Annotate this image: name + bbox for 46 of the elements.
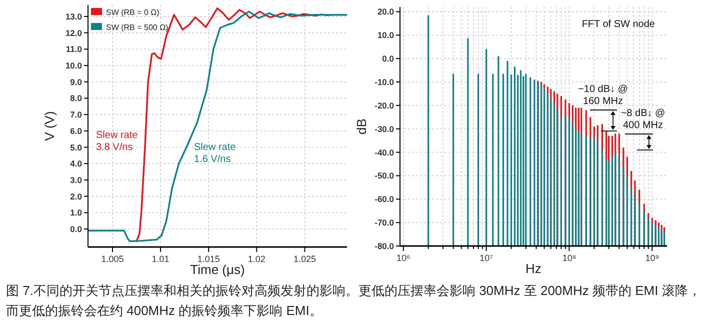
y-tick-label: 13.0 — [65, 11, 82, 22]
x-tick-label: 10⁶ — [396, 253, 411, 263]
x-axis-title: Hz — [526, 261, 542, 276]
y-tick-label: 6.0 — [70, 126, 82, 136]
x-axis-title: Time (μs) — [190, 262, 245, 277]
y-tick-label: 12.0 — [65, 28, 82, 38]
y-tick-label: -60.0 — [374, 194, 394, 204]
y-tick-label: 11.0 — [66, 44, 82, 54]
text: FFT of SW node — [582, 19, 656, 30]
x-tick-label: 10⁷ — [480, 253, 493, 263]
y-tick-label: 0.0 — [382, 54, 394, 64]
legend-label: SW (RB = 500 Ω) — [106, 23, 169, 32]
y-tick-label: 9.0 — [70, 76, 82, 87]
y-tick-label: -30.0 — [374, 124, 394, 134]
y-tick-label: -40.0 — [374, 147, 394, 158]
y-tick-label: 1.0 — [70, 208, 82, 218]
annotation: ~8 dB↓ @ 400 MHz — [620, 108, 666, 131]
y-tick-label: 20.0 — [377, 6, 394, 17]
y-tick-label: -50.0 — [374, 170, 394, 181]
y-tick-label: -10.0 — [374, 76, 394, 87]
x-tick-label: 10⁹ — [645, 253, 660, 263]
y-tick-label: 0.0 — [70, 224, 82, 234]
x-tick-label: 10⁸ — [562, 253, 576, 263]
y-axis-title: dB — [354, 118, 369, 134]
y-tick-label: -80.0 — [374, 241, 394, 251]
x-tick-label: 1.025 — [293, 254, 316, 264]
x-tick-label: 1.02 — [248, 254, 266, 264]
y-tick-label: 2.0 — [70, 191, 82, 202]
y-tick-label: 8.0 — [70, 93, 82, 104]
y-tick-label: 5.0 — [70, 142, 82, 152]
y-axis-title: V (V) — [42, 111, 57, 141]
annotation: Slew rate 1.6 V/ns — [194, 142, 236, 165]
y-tick-label: 10.0 — [65, 60, 82, 70]
caption: 图 7.不同的开关节点压摆率和相关的振铃对高频发射的影响。更低的压摆率会影响 30MHz 至 200MHz 频带的 EMI 滚降，而更低的振铃会在约 400MHz 的振铃频率下影响 EMI。 — [6, 282, 702, 320]
annotation: ~10 dB↓ @ 160 MHz — [578, 84, 628, 107]
x-tick-label: 1.015 — [197, 254, 220, 264]
y-tick-label: -20.0 — [374, 100, 394, 110]
y-tick-label: 4.0 — [70, 158, 82, 169]
y-tick-label: 3.0 — [70, 174, 82, 185]
legend-label: SW (RB = 0 Ω) — [106, 8, 160, 17]
x-tick-label: 1.01 — [152, 254, 170, 264]
annotation: Slew rate 3.8 V/ns — [96, 130, 138, 153]
y-tick-label: -70.0 — [374, 218, 394, 228]
x-tick-label: 1.005 — [101, 254, 124, 264]
y-tick-label: 7.0 — [70, 110, 82, 120]
y-tick-label: 10.0 — [377, 30, 394, 40]
